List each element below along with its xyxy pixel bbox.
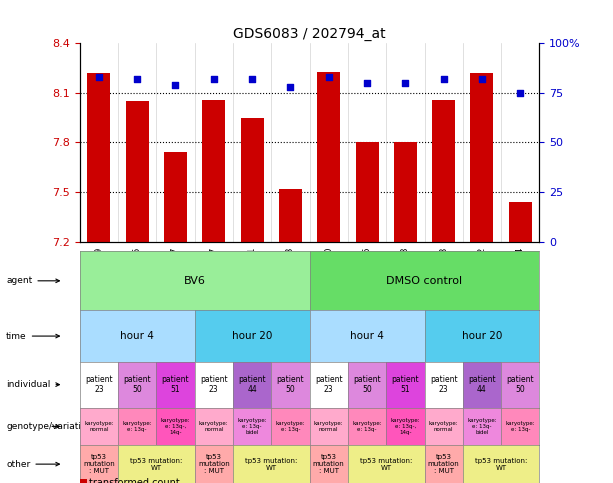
Bar: [356, 142, 379, 242]
Text: patient
23: patient 23: [200, 375, 227, 394]
Text: karyotype:
e: 13q-,
14q-: karyotype: e: 13q-, 14q-: [161, 418, 190, 435]
Text: BV6: BV6: [184, 276, 205, 286]
Text: karyotype:
e: 13q-: karyotype: e: 13q-: [123, 421, 152, 432]
Bar: [164, 153, 187, 242]
Text: genotype/variation: genotype/variation: [6, 422, 93, 431]
Text: karyotype:
e: 13q-,
14q-: karyotype: e: 13q-, 14q-: [390, 418, 420, 435]
Text: patient
51: patient 51: [162, 375, 189, 394]
Text: karyotype:
normal: karyotype: normal: [429, 421, 459, 432]
Point: [170, 81, 180, 89]
Bar: [126, 101, 148, 242]
Text: patient
50: patient 50: [353, 375, 381, 394]
Text: patient
44: patient 44: [238, 375, 266, 394]
Bar: [509, 202, 531, 242]
Text: tp53 mutation:
WT: tp53 mutation: WT: [130, 457, 183, 470]
Bar: [394, 142, 417, 242]
Point: [286, 83, 295, 91]
Point: [247, 75, 257, 83]
Bar: [471, 73, 493, 241]
Text: individual: individual: [6, 380, 59, 389]
Text: patient
50: patient 50: [123, 375, 151, 394]
Text: karyotype:
normal: karyotype: normal: [84, 421, 113, 432]
Text: tp53
mutation
: MUT: tp53 mutation : MUT: [83, 454, 115, 474]
Bar: [279, 189, 302, 242]
Bar: [318, 71, 340, 242]
Text: karyotype:
e: 13q-
bidel: karyotype: e: 13q- bidel: [237, 418, 267, 435]
Bar: [202, 99, 226, 242]
Text: time: time: [6, 331, 59, 341]
Text: agent: agent: [6, 276, 59, 285]
Text: hour 4: hour 4: [120, 331, 154, 341]
Text: DMSO control: DMSO control: [386, 276, 463, 286]
Point: [94, 73, 104, 81]
Text: patient
50: patient 50: [276, 375, 304, 394]
Bar: [240, 118, 264, 242]
Text: karyotype:
normal: karyotype: normal: [314, 421, 343, 432]
Text: patient
23: patient 23: [315, 375, 343, 394]
Point: [477, 75, 487, 83]
Text: patient
44: patient 44: [468, 375, 496, 394]
Text: patient
50: patient 50: [506, 375, 534, 394]
Text: tp53
mutation
: MUT: tp53 mutation : MUT: [313, 454, 345, 474]
Text: hour 20: hour 20: [462, 331, 502, 341]
Point: [209, 75, 219, 83]
Point: [439, 75, 449, 83]
Point: [400, 79, 410, 87]
Text: patient
51: patient 51: [392, 375, 419, 394]
Text: tp53 mutation:
WT: tp53 mutation: WT: [475, 457, 527, 470]
Point: [132, 75, 142, 83]
Text: karyotype:
e: 13q-: karyotype: e: 13q-: [506, 421, 535, 432]
Text: other: other: [6, 460, 59, 469]
Text: tp53 mutation:
WT: tp53 mutation: WT: [360, 457, 413, 470]
Bar: [87, 73, 110, 241]
Text: transformed count: transformed count: [89, 479, 180, 483]
Text: karyotype:
normal: karyotype: normal: [199, 421, 229, 432]
Text: karyotype:
e: 13q-: karyotype: e: 13q-: [352, 421, 382, 432]
Text: hour 4: hour 4: [350, 331, 384, 341]
Text: karyotype:
e: 13q-
bidel: karyotype: e: 13q- bidel: [467, 418, 497, 435]
Point: [362, 79, 372, 87]
Text: hour 20: hour 20: [232, 331, 272, 341]
Point: [324, 73, 333, 81]
Text: karyotype:
e: 13q-: karyotype: e: 13q-: [276, 421, 305, 432]
Text: patient
23: patient 23: [85, 375, 113, 394]
Bar: [432, 99, 455, 242]
Text: tp53
mutation
: MUT: tp53 mutation : MUT: [428, 454, 460, 474]
Point: [516, 89, 525, 97]
Title: GDS6083 / 202794_at: GDS6083 / 202794_at: [234, 27, 386, 41]
Text: tp53 mutation:
WT: tp53 mutation: WT: [245, 457, 297, 470]
Text: patient
23: patient 23: [430, 375, 457, 394]
Text: tp53
mutation
: MUT: tp53 mutation : MUT: [198, 454, 230, 474]
